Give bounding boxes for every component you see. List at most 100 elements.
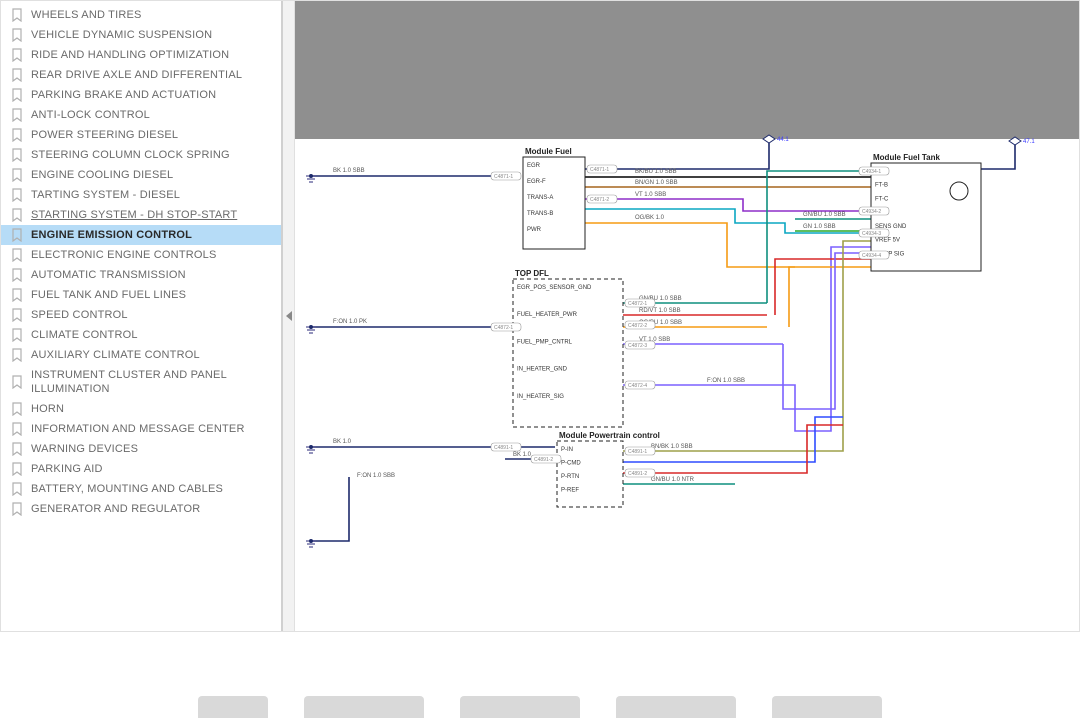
thumbnail-stub-2[interactable] [460,696,580,718]
bookmark-icon [11,268,23,282]
sidebar-item-19[interactable]: HORN [1,399,281,419]
wire-27[interactable] [981,141,1015,169]
sidebar-item-label: REAR DRIVE AXLE AND DIFFERENTIAL [31,68,275,82]
ground-dot-0 [309,174,313,178]
wire-label-8: BN/GN 1.0 SBB [635,180,678,186]
sidebar-item-20[interactable]: INFORMATION AND MESSAGE CENTER [1,419,281,439]
bookmark-icon [11,308,23,322]
thumbnail-stub-4[interactable] [772,696,882,718]
bookmark-icon [11,148,23,162]
wire-label-18: F:ON 1.0 SBB [707,378,745,384]
pin-module_powertrain-0: P-IN [561,447,573,453]
wiring-diagram[interactable]: BK 1.0 SBBF:ON 1.0 PKBK 1.0F:ON 1.0 SBBB… [295,1,1079,601]
sidebar-item-label: ANTI-LOCK CONTROL [31,108,275,122]
sidebar-item-18[interactable]: INSTRUMENT CLUSTER AND PANEL ILLUMINATIO… [1,365,281,399]
bookmark-icon [11,462,23,476]
sidebar-item-12[interactable]: ELECTRONIC ENGINE CONTROLS [1,245,281,265]
sidebar-item-label: AUTOMATIC TRANSMISSION [31,268,275,282]
sidebar-item-label: FUEL TANK AND FUEL LINES [31,288,275,302]
wire-label-0: BK 1.0 SBB [333,168,365,174]
sidebar-item-label: AUXILIARY CLIMATE CONTROL [31,348,275,362]
sidebar-item-14[interactable]: FUEL TANK AND FUEL LINES [1,285,281,305]
pin-module_fuel-3: TRANS-B [527,211,553,217]
wire-label-11: OG/BK 1.0 [635,215,665,221]
diagram-canvas[interactable]: BK 1.0 SBBF:ON 1.0 PKBK 1.0F:ON 1.0 SBBB… [295,1,1079,631]
wire-label-5: BK 1.0 [513,452,532,458]
connector-label-3: C4891-2 [534,457,553,463]
sidebar-item-13[interactable]: AUTOMATIC TRANSMISSION [1,265,281,285]
pin-top_dfl-1: FUEL_HEATER_PWR [517,312,578,318]
sidebar-item-17[interactable]: AUXILIARY CLIMATE CONTROL [1,345,281,365]
module-box-module_fuel[interactable] [523,157,585,249]
wire-label-12: GN/BU 1.0 SBB [803,212,846,218]
sidebar-item-10[interactable]: STARTING SYSTEM - DH Stop-Start [1,205,281,225]
sidebar-item-9[interactable]: TARTING SYSTEM - DIESEL [1,185,281,205]
sidebar-item-label: CLIMATE CONTROL [31,328,275,342]
thumbnail-stub-0[interactable] [198,696,268,718]
sidebar-item-2[interactable]: RIDE AND HANDLING OPTIMIZATION [1,45,281,65]
sidebar-item-16[interactable]: CLIMATE CONTROL [1,325,281,345]
sidebar-item-label: INSTRUMENT CLUSTER AND PANEL ILLUMINATIO… [31,368,275,396]
pin-top_dfl-3: IN_HEATER_GND [517,367,568,373]
connector-label-12: C4934-1 [862,169,881,175]
bookmark-icon [11,375,23,389]
bookmark-icon [11,328,23,342]
wire-11[interactable] [585,223,795,267]
sidebar-item-label: WHEELS AND TIRES [31,8,275,22]
sidebar-item-24[interactable]: GENERATOR AND REGULATOR [1,499,281,519]
sidebar-item-1[interactable]: VEHICLE DYNAMIC SUSPENSION [1,25,281,45]
wire-3[interactable] [311,477,349,541]
pin-top_dfl-2: FUEL_PMP_CNTRL [517,339,573,345]
sidebar-item-label: VEHICLE DYNAMIC SUSPENSION [31,28,275,42]
sidebar-item-7[interactable]: STEERING COLUMN Clock spring [1,145,281,165]
sidebar-item-label: PARKING BRAKE AND ACTUATION [31,88,275,102]
wire-6[interactable] [585,139,769,169]
sidebar-item-label: TARTING SYSTEM - DIESEL [31,188,275,202]
wire-23[interactable] [623,241,871,451]
thumbnail-stub-1[interactable] [304,696,424,718]
wire-label-23: BN/BK 1.0 SBB [651,444,693,450]
offpage-ref-label-1: 47.1 [1023,139,1035,145]
wire-19[interactable] [767,171,871,303]
sidebar-item-3[interactable]: REAR DRIVE AXLE AND DIFFERENTIAL [1,65,281,85]
thumbnail-stub-3[interactable] [616,696,736,718]
sidebar-item-21[interactable]: WARNING DEVICES [1,439,281,459]
pin-top_dfl-4: IN_HEATER_SIG [517,394,564,400]
sidebar-item-4[interactable]: PARKING BRAKE AND ACTUATION [1,85,281,105]
sidebar[interactable]: WHEELS AND TIRES VEHICLE DYNAMIC SUSPENSI… [1,1,283,631]
offpage-ref-0[interactable] [763,135,775,143]
bookmark-icon [11,8,23,22]
sidebar-item-8[interactable]: ENGINE COOLING Diesel [1,165,281,185]
module-box-top_dfl[interactable] [513,279,623,427]
bookmark-icon [11,28,23,42]
bookmark-icon [11,88,23,102]
sidebar-item-5[interactable]: ANTI-LOCK CONTROL [1,105,281,125]
sidebar-item-label: PARKING AID [31,462,275,476]
pin-module_powertrain-3: P-REF [561,488,579,494]
bookmark-icon [11,228,23,242]
offpage-ref-1[interactable] [1009,137,1021,145]
module-title-module_fuel: Module Fuel [525,147,572,156]
sidebar-item-label: BATTERY, MOUNTING AND CABLES [31,482,275,496]
wire-22[interactable] [783,253,871,409]
bookmark-icon [11,348,23,362]
sidebar-item-11[interactable]: ENGINE EMISSION CONTROL [1,225,281,245]
chevron-left-icon [286,311,292,321]
sidebar-item-6[interactable]: POWER STEERING Diesel [1,125,281,145]
wire-label-26: GN/BU 1.0 NTR [651,477,695,483]
sidebar-item-label: SPEED CONTROL [31,308,275,322]
wire-label-2: BK 1.0 [333,439,352,445]
sidebar-item-label: STEERING COLUMN Clock spring [31,148,275,162]
bookmark-icon [11,108,23,122]
sidebar-collapse-handle[interactable] [283,1,295,631]
wire-21[interactable] [789,267,871,327]
bookmark-icon [11,248,23,262]
sidebar-item-15[interactable]: SPEED CONTROL [1,305,281,325]
connector-label-11: C4891-2 [628,471,647,477]
sidebar-item-0[interactable]: WHEELS AND TIRES [1,5,281,25]
connector-label-5: C4871-2 [590,197,609,203]
sidebar-item-23[interactable]: BATTERY, MOUNTING AND CABLES [1,479,281,499]
sidebar-item-22[interactable]: PARKING AID [1,459,281,479]
sidebar-item-label: ELECTRONIC ENGINE CONTROLS [31,248,275,262]
app-root: WHEELS AND TIRES VEHICLE DYNAMIC SUSPENSI… [0,0,1080,632]
